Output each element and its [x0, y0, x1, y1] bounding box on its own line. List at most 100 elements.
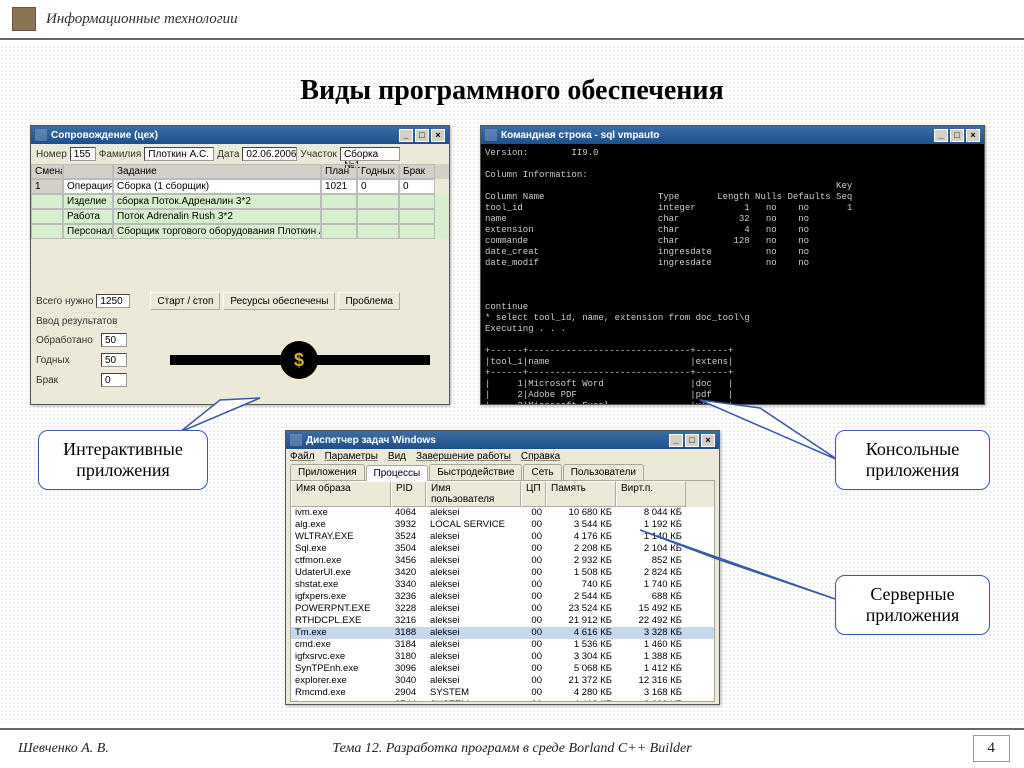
- grid-body: 1ОперацияСборка (1 сборщик)102100Изделие…: [31, 179, 449, 239]
- minimize-button[interactable]: _: [399, 129, 413, 142]
- grid-col-header: Годных: [357, 164, 399, 179]
- input-god[interactable]: 50: [101, 353, 127, 367]
- process-row[interactable]: SynTPEnh.exe3096aleksei005 068 КБ1 412 К…: [291, 663, 714, 675]
- task-manager-window: Диспетчер задач Windows _ □ × Файл Параме…: [285, 430, 720, 705]
- process-row[interactable]: igfxpers.exe3236aleksei002 544 КБ688 КБ: [291, 591, 714, 603]
- label-uchastok: Участок: [300, 149, 337, 160]
- process-row[interactable]: POWERPNT.EXE3228aleksei0023 524 КБ15 492…: [291, 603, 714, 615]
- table-header: Имя образаPIDИмя пользователяЦППамятьВир…: [291, 481, 714, 507]
- console-output: Version: II9.0 Column Information: Key C…: [481, 144, 984, 404]
- maximize-button[interactable]: □: [685, 434, 699, 447]
- grid-col-header: [63, 164, 113, 179]
- process-row[interactable]: alg.exe3932LOCAL SERVICE003 544 КБ1 192 …: [291, 519, 714, 531]
- grid-row[interactable]: ПерсоналСборщик торгового оборудования П…: [31, 224, 449, 239]
- problem-button[interactable]: Проблема: [338, 292, 399, 310]
- menu-item[interactable]: Параметры: [325, 451, 378, 462]
- window-title: Сопровождение (цех): [51, 130, 158, 141]
- input-brak[interactable]: 0: [101, 373, 127, 387]
- interactive-app-window: Сопровождение (цех) _ □ × Номер 155 Фами…: [30, 125, 450, 405]
- minimize-button[interactable]: _: [934, 129, 948, 142]
- menu-item[interactable]: Вид: [388, 451, 406, 462]
- label-vvod: Ввод результатов: [36, 316, 117, 327]
- label-data: Дата: [217, 149, 239, 160]
- input-familia[interactable]: Плоткин А.С.: [144, 147, 214, 161]
- controls-row: Всего нужно 1250 Старт / стоп Ресурсы об…: [31, 289, 449, 313]
- close-button[interactable]: ×: [966, 129, 980, 142]
- label-god: Годных: [36, 355, 98, 366]
- label-obr: Обработано: [36, 335, 98, 346]
- process-row[interactable]: ctfmon.exe3456aleksei002 932 КБ852 КБ: [291, 555, 714, 567]
- input-data[interactable]: 02.06.2006: [242, 147, 297, 161]
- input-nomer[interactable]: 155: [70, 147, 96, 161]
- input-obr[interactable]: 50: [101, 333, 127, 347]
- process-row[interactable]: cmd.exe3184aleksei001 536 КБ1 460 КБ: [291, 639, 714, 651]
- col-header[interactable]: Память: [546, 481, 616, 507]
- col-header[interactable]: Вирт.п.: [616, 481, 686, 507]
- process-row[interactable]: ivm.exe4064aleksei0010 680 КБ8 044 КБ: [291, 507, 714, 519]
- process-row[interactable]: WLTRAY.EXE3524aleksei004 176 КБ1 140 КБ: [291, 531, 714, 543]
- table-body: ivm.exe4064aleksei0010 680 КБ8 044 КБalg…: [291, 507, 714, 702]
- slide-title: Виды программного обеспечения: [0, 75, 1024, 107]
- close-button[interactable]: ×: [431, 129, 445, 142]
- grid-col-header: Брак: [399, 164, 435, 179]
- titlebar[interactable]: Командная строка - sql vmpauto _ □ ×: [481, 126, 984, 144]
- minimize-button[interactable]: _: [669, 434, 683, 447]
- process-row[interactable]: UdaterUI.exe3420aleksei001 508 КБ2 824 К…: [291, 567, 714, 579]
- console-window: Командная строка - sql vmpauto _ □ × Ver…: [480, 125, 985, 405]
- start-stop-button[interactable]: Старт / стоп: [150, 292, 220, 310]
- grid-row[interactable]: Изделиесборка Поток.Адреналин 3*2: [31, 194, 449, 209]
- window-title: Диспетчер задач Windows: [306, 435, 436, 446]
- tab[interactable]: Процессы: [366, 465, 429, 481]
- close-button[interactable]: ×: [701, 434, 715, 447]
- tab[interactable]: Пользователи: [563, 464, 644, 480]
- maximize-button[interactable]: □: [950, 129, 964, 142]
- page-footer: Шевченко А. В. Тема 12. Разработка прогр…: [0, 728, 1024, 768]
- col-header[interactable]: Имя образа: [291, 481, 391, 507]
- menu-item[interactable]: Файл: [290, 451, 315, 462]
- footer-page-number: 4: [973, 735, 1011, 762]
- label-nomer: Номер: [36, 149, 67, 160]
- process-row[interactable]: Sql.exe3504aleksei002 208 КБ2 104 КБ: [291, 543, 714, 555]
- callout-server: Серверные приложения: [835, 575, 990, 635]
- col-header[interactable]: PID: [391, 481, 426, 507]
- tab-bar[interactable]: ПриложенияПроцессыБыстродействиеСетьПоль…: [286, 464, 719, 480]
- logo-icon: [12, 7, 36, 31]
- app-icon: [35, 129, 47, 141]
- label-vsego: Всего нужно: [36, 296, 93, 307]
- titlebar[interactable]: Диспетчер задач Windows _ □ ×: [286, 431, 719, 449]
- grid-col-header: Смена: [31, 164, 63, 179]
- tab[interactable]: Быстродействие: [429, 464, 522, 480]
- process-row[interactable]: RTHDCPL.EXE3216aleksei0021 912 КБ22 492 …: [291, 615, 714, 627]
- process-row[interactable]: Tm.exe3188aleksei004 616 КБ3 328 КБ: [291, 627, 714, 639]
- window-title: Командная строка - sql vmpauto: [501, 130, 660, 141]
- resources-button[interactable]: Ресурсы обеспечены: [223, 292, 335, 310]
- grid-col-header: Задание: [113, 164, 321, 179]
- callout-interactive: Интерактивные приложения: [38, 430, 208, 490]
- titlebar[interactable]: Сопровождение (цех) _ □ ×: [31, 126, 449, 144]
- menu-item[interactable]: Завершение работы: [416, 451, 511, 462]
- col-header[interactable]: ЦП: [521, 481, 546, 507]
- label-brak: Брак: [36, 375, 98, 386]
- label-familia: Фамилия: [99, 149, 141, 160]
- form-row-top: Номер 155 Фамилия Плоткин А.С. Дата 02.0…: [31, 144, 449, 164]
- grid-row[interactable]: 1ОперацияСборка (1 сборщик)102100: [31, 179, 449, 194]
- col-header[interactable]: Имя пользователя: [426, 481, 521, 507]
- tab[interactable]: Сеть: [523, 464, 561, 480]
- taskmgr-icon: [290, 434, 302, 446]
- grid-row[interactable]: РаботаПоток Adrenalin Rush 3*2: [31, 209, 449, 224]
- input-uchastok[interactable]: Сборка №1: [340, 147, 400, 161]
- menu-bar[interactable]: Файл Параметры Вид Завершение работы Справка: [286, 449, 719, 464]
- tab[interactable]: Приложения: [290, 464, 365, 480]
- callout-console: Консольные приложения: [835, 430, 990, 490]
- process-row[interactable]: igcc.exe2744SYSTEM004 412 КБ3 220 КБ: [291, 699, 714, 702]
- input-vsego[interactable]: 1250: [96, 294, 130, 308]
- process-table: Имя образаPIDИмя пользователяЦППамятьВир…: [290, 480, 715, 702]
- menu-item[interactable]: Справка: [521, 451, 560, 462]
- process-row[interactable]: Rmcmd.exe2904SYSTEM004 280 КБ3 168 КБ: [291, 687, 714, 699]
- process-row[interactable]: explorer.exe3040aleksei0021 372 КБ12 316…: [291, 675, 714, 687]
- process-row[interactable]: shstat.exe3340aleksei00740 КБ1 740 КБ: [291, 579, 714, 591]
- footer-author: Шевченко А. В.: [18, 741, 109, 757]
- process-row[interactable]: igfxsrvc.exe3180aleksei003 304 КБ1 388 К…: [291, 651, 714, 663]
- maximize-button[interactable]: □: [415, 129, 429, 142]
- footer-topic: Тема 12. Разработка программ в среде Bor…: [0, 741, 1024, 757]
